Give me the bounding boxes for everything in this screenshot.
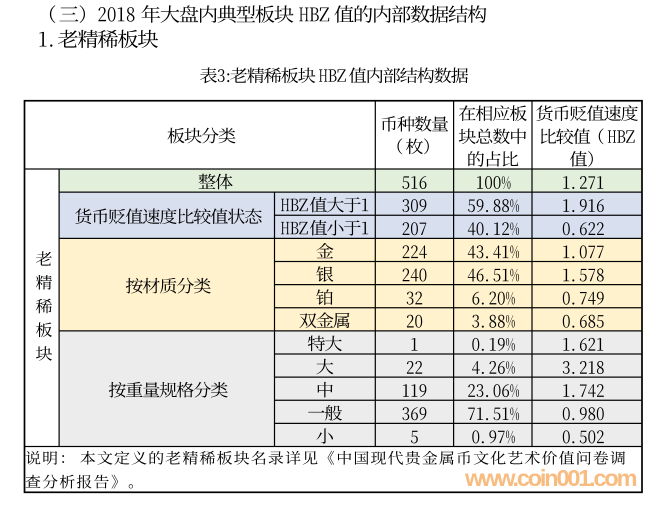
svg-text:www.coin001.com: www.coin001.com [464, 465, 638, 491]
